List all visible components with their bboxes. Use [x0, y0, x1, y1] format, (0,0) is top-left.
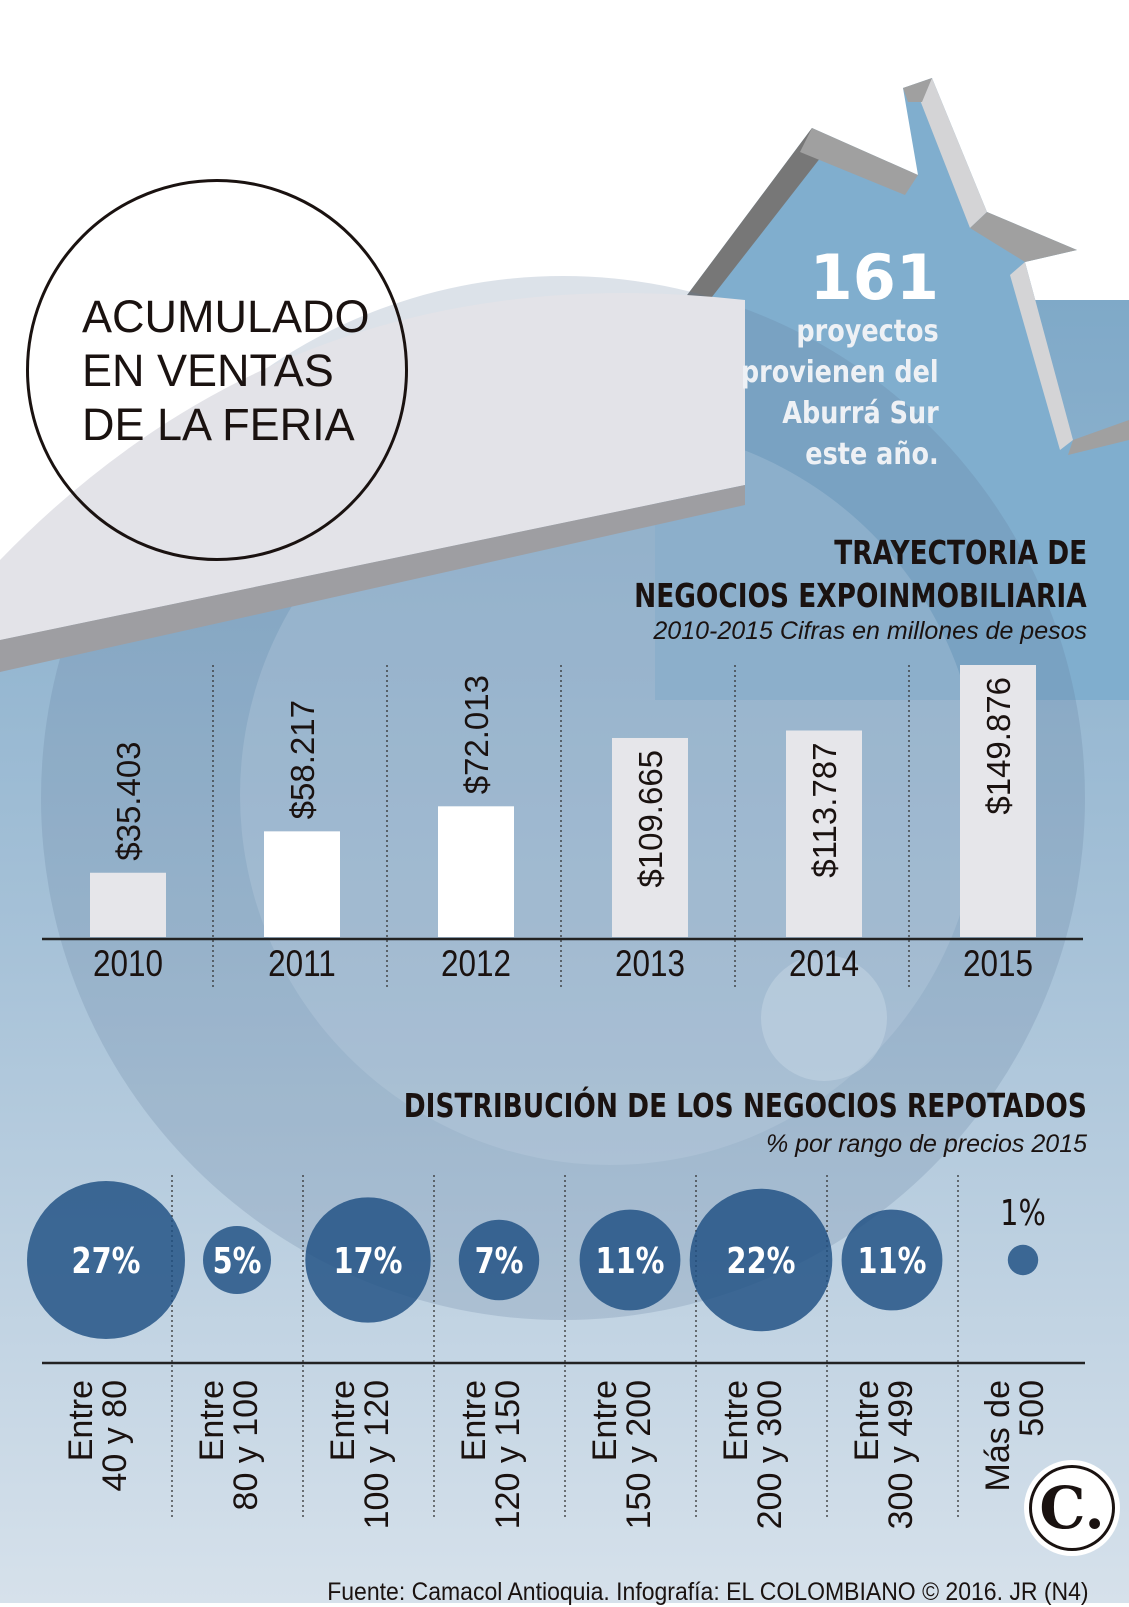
stat-line: este año. [805, 437, 939, 472]
bar-value-label: $58.217 [284, 700, 321, 819]
bar-2010 [90, 872, 166, 937]
category-label: 100 y 120 [358, 1380, 396, 1529]
title-circle: ACUMULADO EN VENTAS DE LA FERIA [26, 179, 408, 561]
bubble-chart-title: DISTRIBUCIÓN DE LOS NEGOCIOS REPOTADOS [403, 1086, 1087, 1125]
category-label: 40 y 80 [96, 1380, 134, 1492]
bubble-value-label: 22% [727, 1240, 796, 1282]
gray-slab-edge [0, 485, 745, 672]
wall-ledge [1068, 420, 1129, 455]
roof-edge [655, 128, 828, 338]
bubble-chart-subtitle: % por rango de precios 2015 [765, 1130, 1087, 1158]
category-label: 120 y 150 [489, 1380, 527, 1529]
logo-watermark-inner [240, 425, 980, 1165]
stat-line: provienen del [741, 355, 939, 390]
title-line: DE LA FERIA [82, 399, 355, 450]
title-line: ACUMULADO [82, 291, 370, 342]
category-label: Más de [979, 1380, 1017, 1492]
category-label: 150 y 200 [620, 1380, 658, 1529]
bubble-value-label: 27% [72, 1240, 141, 1282]
logo-text: C. [1029, 1465, 1115, 1551]
stat-callout: 161 proyectos provienen del Aburrá Sur e… [706, 245, 939, 475]
bubble-4 [579, 1209, 681, 1311]
bar-value-label: $109.665 [632, 750, 669, 888]
bar-value-label: $72.013 [458, 675, 495, 794]
bubble-6 [841, 1209, 943, 1311]
bar-chart-subtitle: 2010-2015 Cifras en millones de pesos [653, 617, 1087, 645]
x-tick-label: 2015 [963, 944, 1033, 985]
bubble-2 [305, 1197, 431, 1323]
x-tick-label: 2014 [789, 944, 859, 985]
chimney-top [903, 78, 932, 102]
x-tick-label: 2011 [268, 944, 336, 985]
bubble-7 [1007, 1244, 1039, 1276]
category-label: Entre [324, 1380, 362, 1461]
category-label: Entre [193, 1380, 231, 1461]
category-label: Entre [586, 1380, 624, 1461]
wall-right [1010, 262, 1073, 450]
bubble-value-label: 11% [858, 1240, 927, 1282]
x-tick-label: 2010 [93, 944, 163, 985]
bubble-value-label: 7% [475, 1240, 524, 1282]
bar-chart-title-line: TRAYECTORIA DE [834, 533, 1087, 572]
x-tick-label: 2013 [615, 944, 685, 985]
stat-number: 161 [809, 241, 939, 314]
bar-value-label: $35.403 [110, 741, 147, 860]
bar-2014 [786, 730, 862, 937]
roof-right [970, 212, 1077, 262]
bubble-1 [203, 1226, 271, 1294]
bubble-0 [27, 1181, 185, 1339]
roof-top [800, 128, 918, 195]
logo-watermark-dot [761, 955, 887, 1081]
bubble-3 [458, 1219, 540, 1301]
bar-chart-title-line: NEGOCIOS EXPOINMOBILIARIA [634, 576, 1088, 615]
bubble-value-label: 11% [596, 1240, 665, 1282]
bar-value-label: $149.876 [980, 677, 1017, 815]
category-label: Entre [62, 1380, 100, 1461]
source-note: Fuente: Camacol Antioquia. Infografía: E… [327, 1578, 1089, 1606]
category-label: 500 [1013, 1380, 1051, 1437]
category-label: 300 y 499 [882, 1380, 920, 1529]
bubble-value-label: 5% [213, 1240, 262, 1282]
bar-2011 [264, 831, 340, 937]
bubble-value-label: 17% [334, 1240, 403, 1282]
bar-2015 [960, 665, 1036, 937]
el-colombiano-logo: C. [1024, 1460, 1120, 1556]
category-label: Entre [717, 1380, 755, 1461]
bubble-value-label: 1% [1000, 1192, 1046, 1234]
bar-value-label: $113.787 [806, 742, 843, 877]
stat-line: proyectos [796, 314, 939, 349]
category-label: 80 y 100 [227, 1380, 265, 1510]
bar-2013 [612, 737, 688, 937]
category-label: 200 y 300 [751, 1380, 789, 1529]
stat-line: Aburrá Sur [782, 396, 939, 431]
x-tick-label: 2012 [441, 944, 511, 985]
bubble-5 [689, 1188, 833, 1332]
category-label: Entre [455, 1380, 493, 1461]
category-label: Entre [848, 1380, 886, 1461]
title-line: EN VENTAS [82, 345, 334, 396]
chimney [920, 78, 987, 228]
bar-2012 [438, 806, 514, 937]
